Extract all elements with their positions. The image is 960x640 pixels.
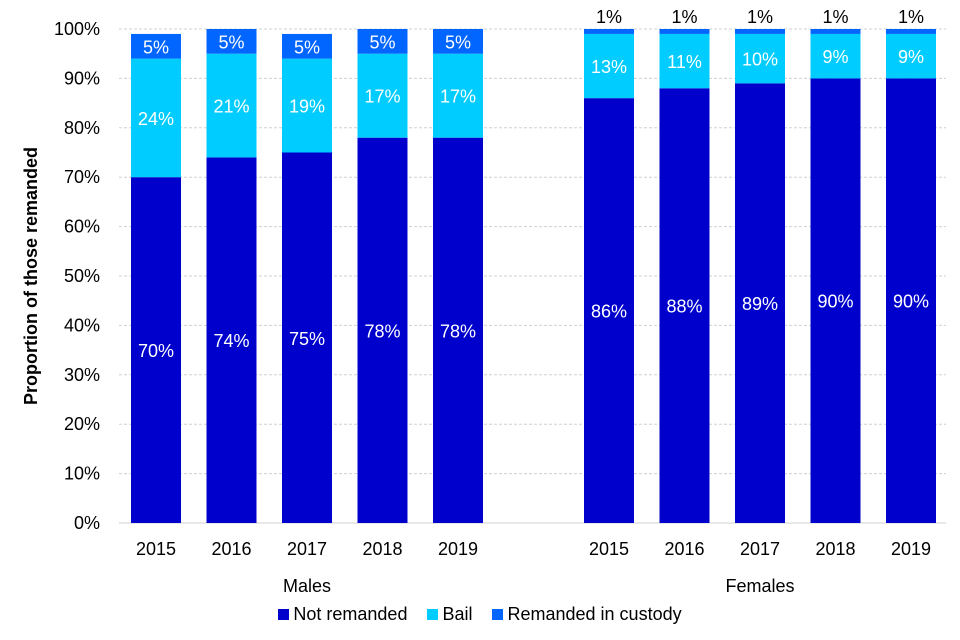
data-label: 19%	[289, 97, 325, 117]
bar-segment-remanded-in-custody	[131, 33, 181, 59]
bar-segment-not-remanded	[584, 98, 634, 523]
data-label: 89%	[742, 294, 778, 314]
bar-segment-not-remanded	[735, 83, 785, 523]
y-tick-label: 100%	[54, 19, 100, 39]
bar-segment-not-remanded	[433, 137, 483, 523]
data-label: 5%	[445, 32, 471, 52]
data-label: 5%	[294, 37, 320, 57]
bar-segment-bail	[735, 33, 785, 84]
y-tick-label: 70%	[64, 167, 100, 187]
x-tick-label: 2015	[136, 539, 176, 559]
x-tick-label: 2017	[740, 539, 780, 559]
gridlines	[119, 28, 946, 524]
data-label: 1%	[747, 7, 773, 27]
bar-segment-not-remanded	[810, 78, 861, 524]
y-tick-label: 40%	[64, 315, 100, 335]
data-label: 21%	[213, 97, 249, 117]
bar-segment-bail	[131, 58, 181, 178]
legend-item: Bail	[427, 604, 472, 625]
bar-segment-remanded-in-custody	[810, 29, 861, 34]
bar-segment-bail	[357, 53, 408, 138]
bar-segment-bail	[810, 33, 861, 79]
bar-segment-remanded-in-custody	[886, 29, 936, 34]
data-label: 24%	[138, 109, 174, 129]
x-tick-label: 2019	[891, 539, 931, 559]
data-label: 88%	[666, 297, 702, 317]
y-tick-label: 80%	[64, 118, 100, 138]
bar-segment-remanded-in-custody	[659, 29, 710, 34]
data-label: 5%	[369, 32, 395, 52]
x-tick-label: 2018	[815, 539, 855, 559]
legend-item: Not remanded	[278, 604, 407, 625]
x-tick-label: 2015	[589, 539, 629, 559]
y-axis-label: Proportion of those remanded	[21, 147, 41, 405]
data-label: 1%	[822, 7, 848, 27]
legend-swatch	[492, 609, 504, 620]
data-label: 5%	[143, 37, 169, 57]
stacked-bar-chart: 0% 10% 20% 30% 40% 50% 60% 70% 80% 90% 100% Propor…	[21, 7, 946, 596]
bar-segment-not-remanded	[131, 177, 181, 523]
y-tick-label: 90%	[64, 68, 100, 88]
bar-segment-bail	[206, 53, 257, 158]
legend-swatch	[427, 609, 439, 620]
y-tick-label: 10%	[64, 464, 100, 484]
group-label: Females	[725, 576, 794, 596]
bar-segment-remanded-in-custody	[433, 29, 483, 54]
data-label: 17%	[440, 87, 476, 107]
bar-segment-remanded-in-custody	[206, 29, 257, 54]
data-label: 78%	[440, 321, 476, 341]
bar-segment-remanded-in-custody	[584, 29, 634, 34]
bars: 70% 24% 5% 74% 21% 5% 75% 19% 5% 78% 17% 5% 78% 17% 5%…	[131, 7, 936, 524]
data-label: 9%	[898, 47, 924, 67]
y-tick-label: 30%	[64, 365, 100, 385]
data-label: 1%	[596, 7, 622, 27]
bar-segment-remanded-in-custody	[282, 33, 332, 59]
bar-segment-not-remanded	[282, 152, 332, 523]
bar-segment-not-remanded	[357, 137, 408, 523]
data-label: 70%	[138, 341, 174, 361]
legend-label: Not remanded	[293, 604, 408, 624]
group-label: Males	[283, 576, 331, 596]
legend-item: Remanded in custody	[492, 604, 682, 625]
data-label: 9%	[822, 47, 848, 67]
y-tick-label: 50%	[64, 266, 100, 286]
bar-segment-bail	[584, 33, 634, 99]
y-tick-label: 60%	[64, 217, 100, 237]
legend: Not remanded Bail Remanded in custody	[0, 604, 960, 625]
x-tick-label: 2016	[211, 539, 251, 559]
bar-segment-bail	[282, 58, 332, 153]
data-label: 74%	[213, 331, 249, 351]
x-tick-label: 2019	[438, 539, 478, 559]
data-label: 90%	[893, 292, 929, 312]
bar-segment-not-remanded	[886, 78, 936, 524]
bar-segment-not-remanded	[206, 157, 257, 523]
legend-label: Remanded in custody	[507, 604, 682, 624]
data-label: 75%	[289, 329, 325, 349]
data-label: 10%	[742, 50, 778, 70]
data-label: 86%	[591, 302, 627, 322]
data-label: 13%	[591, 57, 627, 77]
bar-segment-bail	[886, 33, 936, 79]
bar-segment-bail	[659, 33, 710, 89]
data-label: 1%	[898, 7, 924, 27]
data-label: 78%	[364, 321, 400, 341]
x-tick-label: 2017	[287, 539, 327, 559]
data-label: 5%	[218, 32, 244, 52]
bar-segment-bail	[433, 53, 483, 138]
legend-swatch	[278, 609, 290, 620]
x-tick-label: 2018	[362, 539, 402, 559]
legend-label: Bail	[442, 604, 473, 624]
bar-segment-remanded-in-custody	[357, 29, 408, 54]
x-axis-ticks: 2015 2016 2017 2018 2019 Males 2015 2016 2017 201…	[136, 539, 931, 596]
bar-segment-not-remanded	[659, 88, 710, 523]
data-label: 11%	[667, 52, 702, 72]
data-label: 17%	[364, 87, 400, 107]
y-tick-label: 20%	[64, 414, 100, 434]
bar-segment-remanded-in-custody	[735, 29, 785, 34]
data-label: 90%	[817, 292, 853, 312]
y-axis-ticks: 0% 10% 20% 30% 40% 50% 60% 70% 80% 90% 100%	[54, 19, 100, 533]
data-label: 1%	[671, 7, 697, 27]
y-tick-label: 0%	[74, 513, 100, 533]
x-tick-label: 2016	[664, 539, 704, 559]
